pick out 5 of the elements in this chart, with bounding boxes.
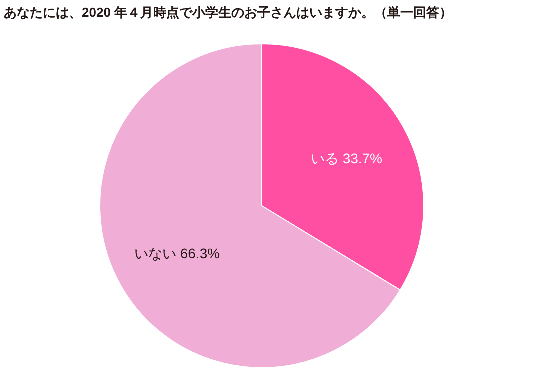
chart-title: あなたには、2020 年４月時点で小学生のお子さんはいますか。（単一回答） — [4, 5, 453, 20]
data-label: 33.7% — [342, 150, 383, 166]
slice-label: いない — [134, 246, 180, 262]
data-label: 66.3% — [180, 246, 220, 262]
slice-label: いる — [310, 150, 343, 166]
